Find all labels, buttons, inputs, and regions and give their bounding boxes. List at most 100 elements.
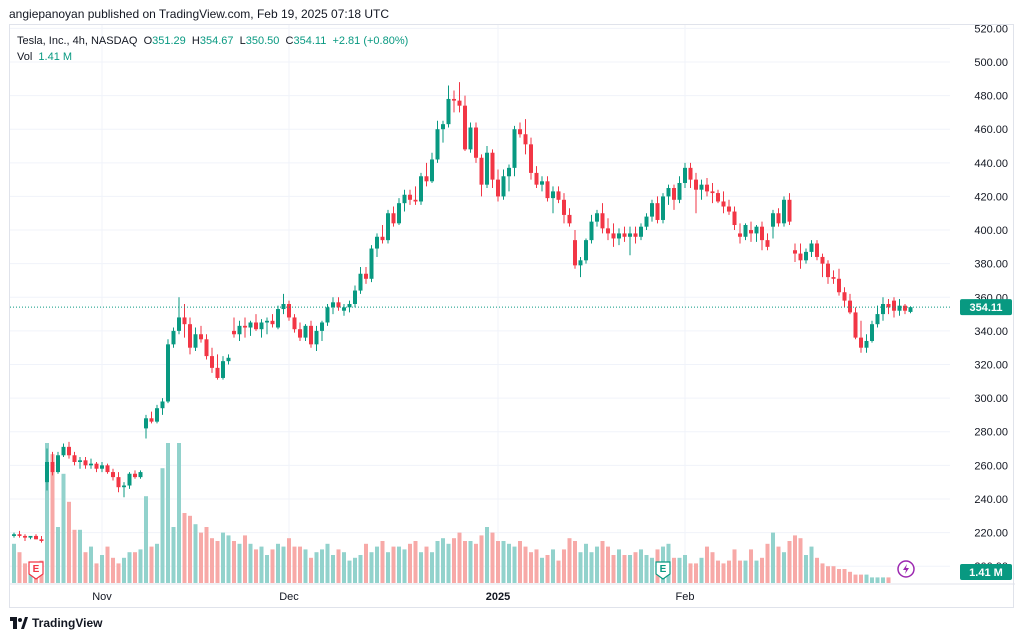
tradingview-logo-icon: [10, 617, 28, 629]
legend-high: 354.67: [199, 35, 234, 47]
time-axis[interactable]: Nov Dec 2025 Feb: [92, 591, 694, 603]
volume-bar: [435, 541, 440, 583]
published-by-line: angiepanoyan published on TradingView.co…: [9, 7, 390, 21]
candle-body: [589, 221, 594, 241]
volume-bar: [89, 546, 93, 583]
price-axis[interactable]: 200.00220.00240.00260.00280.00300.00320.…: [974, 25, 1008, 573]
candle-body: [248, 322, 253, 328]
candle-body: [12, 534, 16, 536]
volume-bar: [617, 549, 621, 583]
candle-body: [523, 134, 528, 145]
volume-bar: [567, 538, 572, 583]
volume-bar: [551, 549, 555, 583]
volume-bar: [314, 552, 319, 583]
volume-bar: [479, 535, 484, 583]
last-price-badge: [960, 299, 1012, 316]
candle-body: [749, 230, 753, 234]
candle-body: [177, 317, 181, 331]
candle-body: [633, 233, 638, 237]
volume-bar: [886, 577, 891, 583]
volume-bar: [177, 443, 181, 583]
candle-body: [45, 461, 49, 483]
volume-bar: [738, 560, 742, 583]
candle-body: [903, 305, 907, 311]
volume-bar: [171, 527, 176, 583]
candle-body: [738, 233, 742, 237]
candle-body: [534, 172, 539, 185]
legend-open-label: O: [143, 35, 153, 47]
lightning-bolt: [903, 564, 909, 574]
volume-bar: [523, 546, 528, 583]
volume-bar: [562, 549, 566, 583]
candle-body: [875, 314, 880, 325]
volume-bar: [496, 541, 500, 583]
earnings-marker-letter: E: [660, 564, 667, 575]
volume-bar: [56, 527, 60, 583]
footer-brand[interactable]: TradingView: [10, 616, 102, 630]
volume-bar: [270, 549, 275, 583]
candle-body: [347, 304, 352, 308]
volume-bar: [815, 557, 819, 583]
volume-bar: [402, 549, 407, 583]
volume-bar: [94, 563, 99, 583]
candle-body: [864, 340, 869, 348]
price-tick-label: 460.00: [974, 124, 1008, 136]
candle-body: [782, 199, 786, 224]
price-chart[interactable]: EE 200.00220.00240.00260.00280.00300.003…: [10, 25, 1015, 609]
volume-bar: [193, 524, 198, 583]
candle-body: [820, 256, 825, 264]
volume-bar: [864, 574, 869, 583]
volume-bar: [644, 555, 649, 583]
candle-body: [485, 152, 489, 185]
candle-body: [897, 305, 902, 311]
volume-bar: [705, 546, 709, 583]
candle-body: [870, 324, 874, 341]
chart-frame[interactable]: EE 200.00220.00240.00260.00280.00300.003…: [9, 24, 1015, 609]
volume-bar: [859, 574, 863, 583]
candle-body: [831, 277, 836, 279]
volume-bar: [875, 577, 880, 583]
candle-body: [430, 159, 434, 182]
legend-ohlc-row: Tesla, Inc., 4h, NASDAQ O351.29 H354.67 …: [17, 33, 408, 49]
volume-bar: [727, 560, 731, 583]
candle-body: [67, 446, 71, 456]
volume-bar: [507, 543, 511, 583]
candle-body: [171, 330, 176, 345]
volume-bar: [754, 560, 759, 583]
candle-body: [309, 325, 313, 345]
candle-body: [199, 334, 203, 340]
legend-vol: 1.41 M: [38, 51, 73, 63]
candle-body: [155, 408, 159, 422]
volume-bar: [408, 543, 412, 583]
volume-bar: [342, 552, 346, 583]
volume-bar: [490, 532, 495, 583]
volume-bar: [386, 552, 390, 583]
candle-body: [512, 129, 517, 168]
volume-bar: [100, 555, 104, 583]
candle-body: [265, 320, 269, 323]
candle-body: [683, 167, 687, 183]
volume-bar: [853, 574, 858, 583]
candle-body: [474, 127, 478, 158]
volume-bar: [166, 443, 170, 583]
price-tick-label: 400.00: [974, 225, 1008, 237]
volume-bars: [12, 443, 891, 583]
legend-change: +2.81 (+0.80%): [332, 35, 409, 47]
price-tick-label: 500.00: [974, 57, 1008, 69]
time-tick-label: Dec: [279, 591, 299, 603]
volume-bar: [353, 557, 357, 583]
candle-body: [144, 418, 148, 429]
volume-bar: [787, 541, 792, 583]
volume-bar: [149, 546, 154, 583]
footer-brand-text: TradingView: [32, 616, 103, 630]
candle-body: [232, 330, 236, 335]
candle-body: [490, 152, 495, 180]
legend-low-label: L: [239, 35, 246, 47]
volume-bar: [842, 569, 847, 583]
candle-body: [578, 260, 583, 266]
candle-body: [886, 304, 891, 308]
volume-bar: [111, 557, 115, 583]
volume-bar: [782, 552, 786, 583]
candle-body: [23, 535, 27, 538]
volume-bar: [122, 557, 126, 583]
